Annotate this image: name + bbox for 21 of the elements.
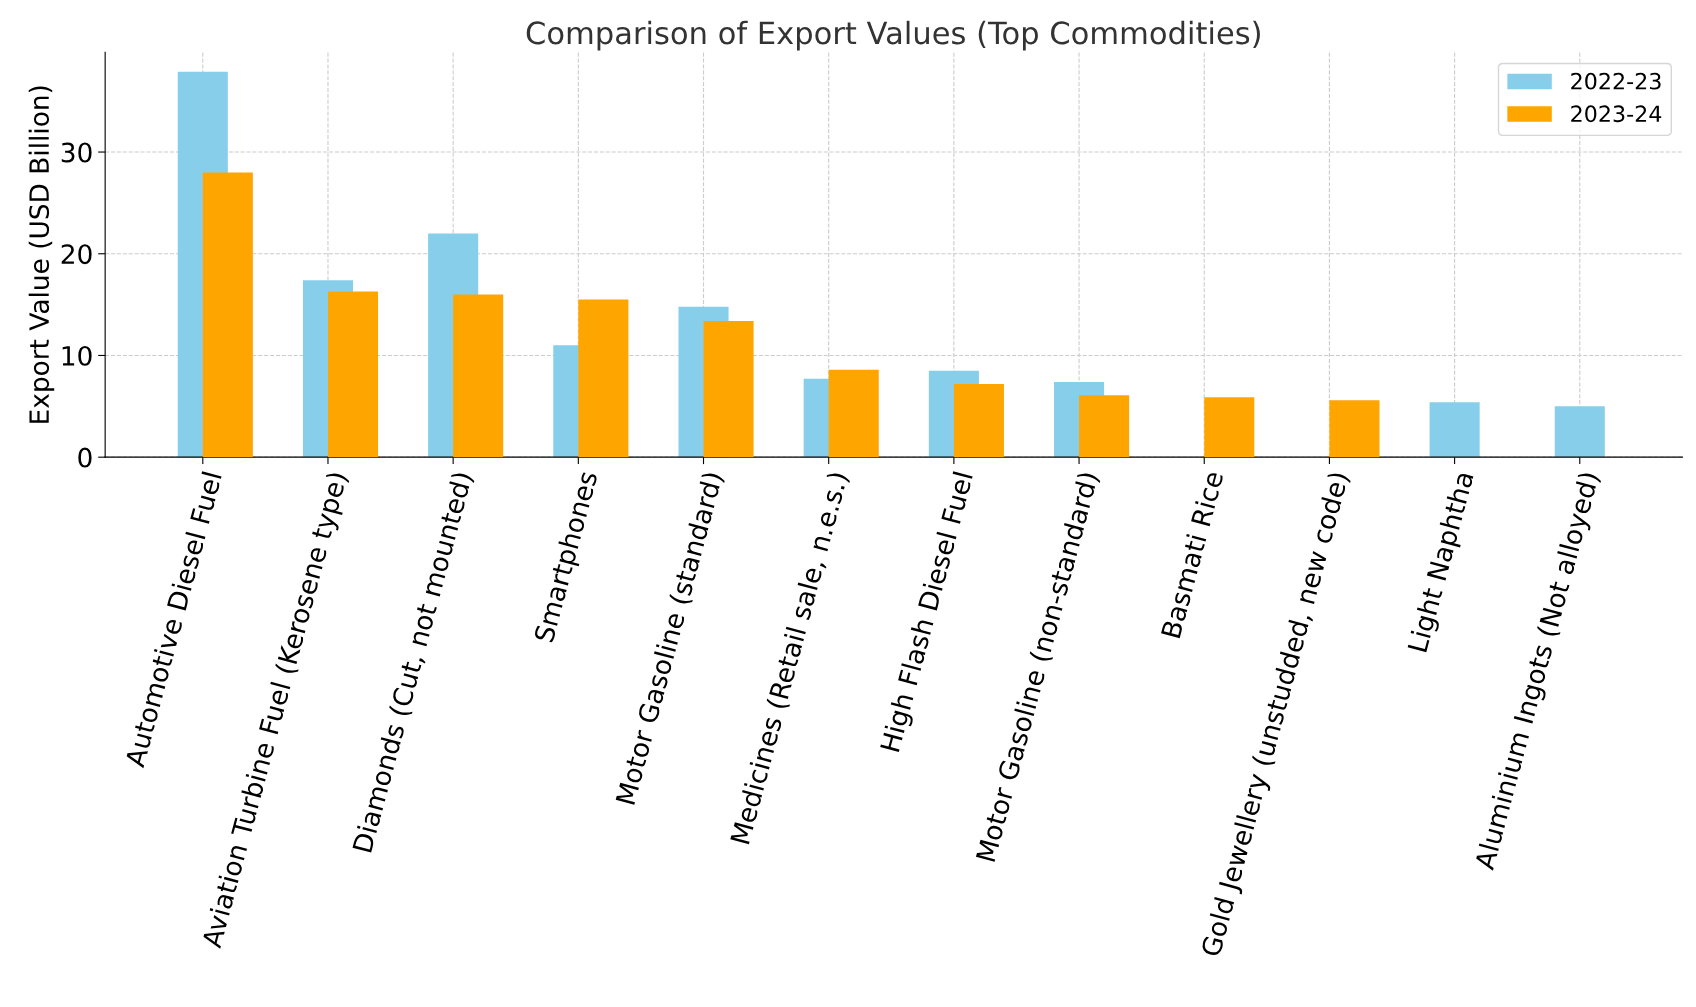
- chart-title: Comparison of Export Values (Top Commodities): [526, 20, 1260, 51]
- y-tick-label: 0: [78, 447, 92, 468]
- bar: [828, 369, 879, 458]
- y-tick-label: 10: [62, 345, 92, 366]
- x-tick-label: High Flash Diesel Fuel: [879, 471, 978, 754]
- bar: [578, 299, 629, 458]
- bar: [953, 383, 1004, 458]
- legend-label: 2022-23: [1571, 72, 1661, 90]
- bar: [1204, 397, 1255, 458]
- bar: [1554, 406, 1605, 458]
- y-tick-label: 20: [61, 244, 92, 265]
- bar: [202, 172, 253, 458]
- bar: [703, 320, 754, 458]
- bar: [1429, 402, 1480, 458]
- y-tick-label: 30: [61, 142, 92, 163]
- legend-label: 2023-24: [1571, 105, 1662, 123]
- bar: [453, 294, 504, 458]
- bar: [1079, 395, 1130, 458]
- bar: [327, 291, 379, 458]
- bar: [1329, 400, 1380, 458]
- y-axis-title: Export Value (USD Billion): [28, 86, 55, 423]
